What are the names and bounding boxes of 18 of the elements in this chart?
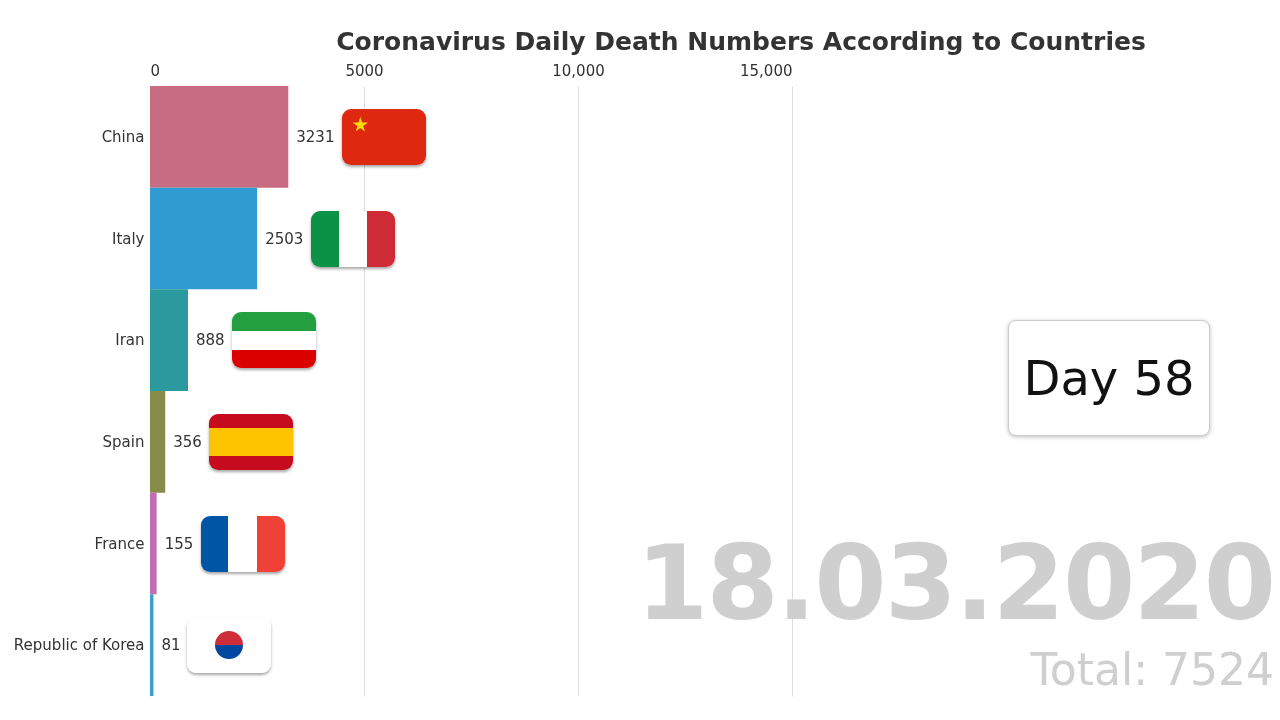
data-label: 888 bbox=[196, 331, 225, 350]
x-tick-label: 5000 bbox=[345, 61, 384, 80]
text: Day 58 bbox=[1008, 320, 1210, 436]
y-tick-label: Iran bbox=[115, 331, 145, 350]
x-tick-label: 15,000 bbox=[740, 61, 793, 80]
y-tick-label: Spain bbox=[102, 432, 145, 451]
data-label: 81 bbox=[161, 636, 181, 655]
y-tick-label: China bbox=[101, 127, 145, 146]
y-tick-label: Italy bbox=[111, 229, 145, 248]
data-label: 155 bbox=[164, 534, 194, 553]
data-label: 356 bbox=[173, 432, 202, 451]
chart-title: Coronavirus Daily Death Numbers According to Countries bbox=[336, 27, 1146, 56]
y-tick-label: France bbox=[94, 534, 145, 553]
y-tick-label: Republic of Korea bbox=[13, 636, 145, 655]
x-tick-label: 0 bbox=[150, 61, 161, 80]
data-label: 2503 bbox=[265, 229, 304, 248]
x-tick-label: 10,000 bbox=[552, 61, 605, 80]
data-label: 3231 bbox=[296, 127, 335, 146]
